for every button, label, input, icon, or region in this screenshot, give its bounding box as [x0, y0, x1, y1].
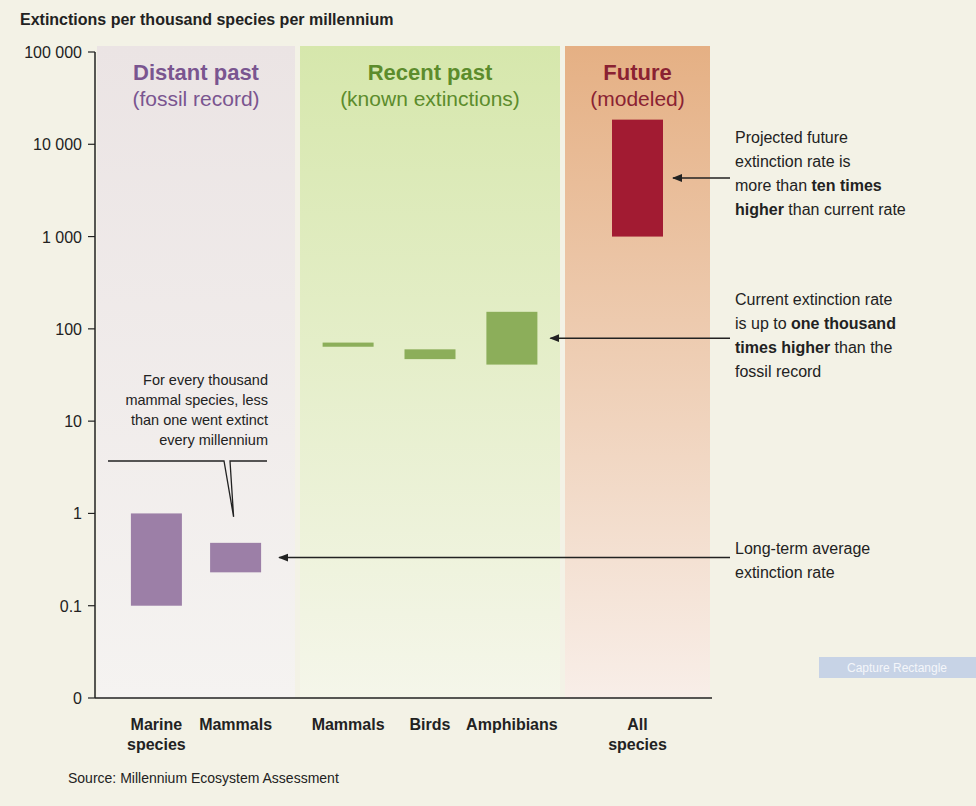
- y-tick: [88, 697, 95, 698]
- annotation-line: than one went extinct: [131, 412, 268, 428]
- arrow: [673, 177, 730, 179]
- group-title: Future: [603, 60, 671, 85]
- annotation-run: Capture Rectangle: [847, 661, 947, 675]
- category-label-line: Marine: [131, 716, 183, 733]
- annotation-run: than one went extinct: [131, 412, 268, 428]
- arrow: [550, 337, 730, 339]
- annotation-line: higher than current rate: [735, 201, 906, 218]
- y-tick: [88, 513, 95, 514]
- group-title: Recent past: [368, 60, 493, 85]
- bar: [405, 349, 456, 359]
- category-label-line: Birds: [410, 716, 451, 733]
- annotation-run: For every thousand: [143, 372, 268, 388]
- y-axis: [94, 52, 96, 698]
- category-label: Birds: [410, 716, 451, 733]
- y-tick-label: 1: [73, 505, 82, 522]
- axis-title: Extinctions per thousand species per mil…: [20, 11, 393, 28]
- annotation-run: than the: [830, 339, 892, 356]
- source: Source: Millennium Ecosystem Assessment: [68, 770, 339, 786]
- y-tick-label: 1 000: [42, 229, 82, 246]
- bar: [486, 312, 537, 365]
- annotation-line: fossil record: [735, 363, 821, 380]
- annotation-run: one thousand: [791, 315, 896, 332]
- category-label: Mammals: [312, 716, 385, 733]
- callout: [108, 461, 267, 517]
- y-tick-label: 0: [73, 690, 82, 707]
- bars: [131, 120, 663, 606]
- y-tick: [88, 605, 95, 606]
- annotation-line: extinction rate is: [735, 153, 851, 170]
- y-tick-label: 0.1: [60, 598, 82, 615]
- y-tick: [88, 51, 95, 52]
- annotation-run: higher: [735, 201, 784, 218]
- annotation-run: mammal species, less: [125, 392, 268, 408]
- y-tick: [88, 328, 95, 329]
- panel-background: [565, 46, 710, 698]
- x-axis: [95, 697, 712, 699]
- y-tick-label: 10: [64, 413, 82, 430]
- annotation-run: Projected future: [735, 129, 848, 146]
- y-tick: [88, 421, 95, 422]
- group-subtitle: (known extinctions): [340, 87, 520, 110]
- annotation-run: extinction rate: [735, 564, 835, 581]
- group-subtitle: (modeled): [590, 87, 685, 110]
- arrow: [279, 557, 730, 559]
- bar: [210, 543, 261, 572]
- panel-background: [97, 46, 295, 698]
- annotation-run: is up to: [735, 315, 791, 332]
- category-label-line: species: [127, 736, 186, 753]
- annotation-line: mammal species, less: [125, 392, 268, 408]
- annotation-line: extinction rate: [735, 564, 835, 581]
- annotation-line: more than ten times: [735, 177, 882, 194]
- annotation-run: Long-term average: [735, 540, 870, 557]
- annotation-line: Projected future: [735, 129, 848, 146]
- annotation-run: more than: [735, 177, 811, 194]
- annotation-run: times higher: [735, 339, 830, 356]
- annotation-line: Current extinction rate: [735, 291, 893, 308]
- annotation-line: every millennium: [159, 432, 268, 448]
- annotation-run: fossil record: [735, 363, 821, 380]
- annotation-run: than current rate: [784, 201, 906, 218]
- annotation-line: For every thousand: [143, 372, 268, 388]
- category-label-line: Amphibians: [466, 716, 558, 733]
- y-tick-label: 100: [55, 321, 82, 338]
- group-title: Distant past: [133, 60, 260, 85]
- y-tick-label: 100 000: [24, 44, 82, 61]
- annotation-run: extinction rate is: [735, 153, 851, 170]
- y-tick-label: 10 000: [33, 136, 82, 153]
- bar: [612, 120, 663, 237]
- category-label-line: All: [627, 716, 647, 733]
- annotation-line: is up to one thousand: [735, 315, 896, 332]
- annotation-line: times higher than the: [735, 339, 893, 356]
- annotation-line: Long-term average: [735, 540, 870, 557]
- category-label: All species: [608, 716, 667, 753]
- category-label: Amphibians: [466, 716, 558, 733]
- category-label-line: Mammals: [312, 716, 385, 733]
- capture-box: [819, 657, 976, 678]
- y-tick: [88, 236, 95, 237]
- chart: Extinctions per thousand species per mil…: [0, 0, 976, 806]
- y-tick: [88, 144, 95, 145]
- annotation-line: Capture Rectangle: [847, 661, 947, 675]
- panel-background: [300, 46, 560, 698]
- category-label: Mammals: [199, 716, 272, 733]
- bar: [131, 513, 182, 605]
- group-subtitle: (fossil record): [132, 87, 259, 110]
- bar: [323, 343, 374, 347]
- annotation-run: Current extinction rate: [735, 291, 893, 308]
- category-label-line: Mammals: [199, 716, 272, 733]
- category-label-line: species: [608, 736, 667, 753]
- annotation-run: every millennium: [159, 432, 268, 448]
- annotation-run: ten times: [811, 177, 881, 194]
- category-label: Marine species: [127, 716, 186, 753]
